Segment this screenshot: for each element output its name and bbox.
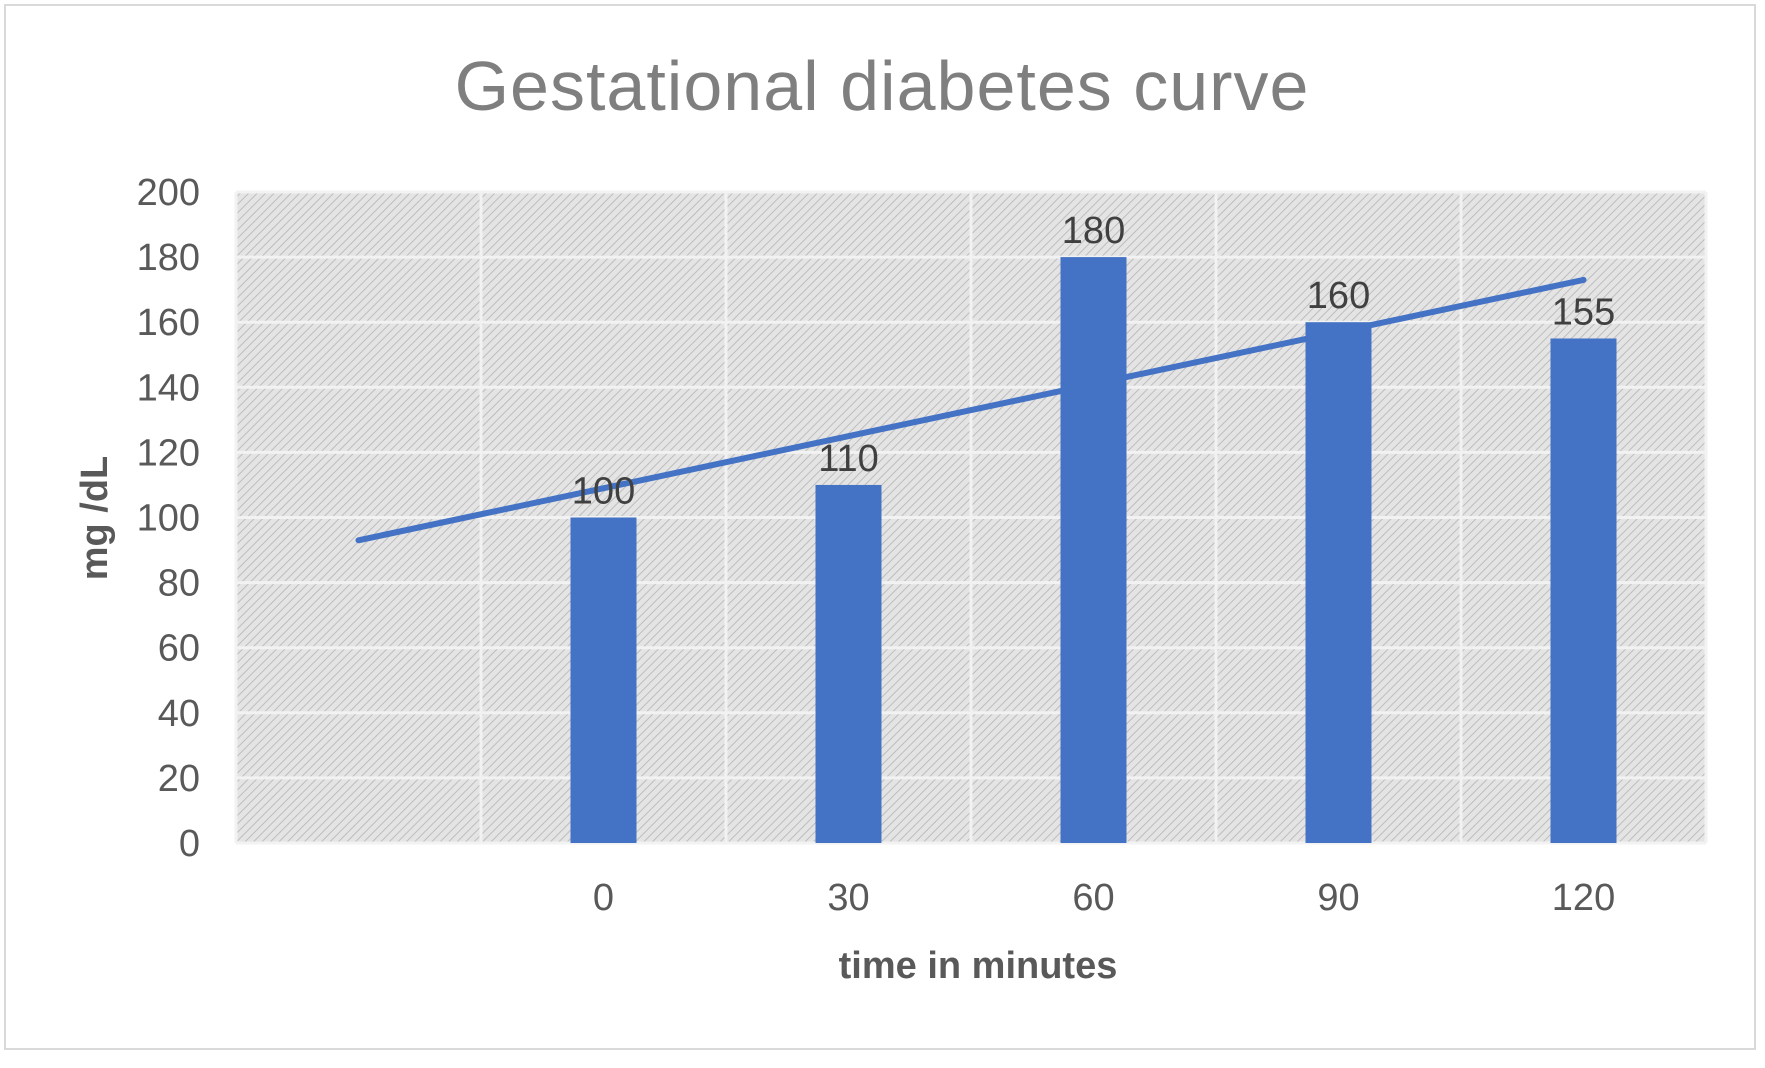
y-tick-label: 180: [137, 237, 200, 279]
y-axis-ticks: 0 20 40 60 80 100 120 140 160 180 200: [137, 172, 200, 865]
y-tick-label: 160: [137, 302, 200, 344]
bar: [815, 484, 882, 843]
y-tick-label: 80: [158, 563, 200, 605]
x-tick-label: 60: [1072, 877, 1114, 919]
trendline-layer: [355, 276, 1587, 544]
bars: [570, 257, 1617, 844]
x-axis-ticks: 0 30 60 90 120: [593, 877, 1615, 919]
y-axis-title: mg /dL: [74, 456, 116, 581]
y-tick-label: 140: [137, 367, 200, 409]
data-label: 155: [1552, 291, 1615, 333]
data-label: 160: [1307, 275, 1370, 317]
y-tick-label: 200: [137, 172, 200, 214]
x-tick-label: 0: [593, 877, 614, 919]
trendline: [355, 276, 1587, 544]
y-tick-label: 120: [137, 432, 200, 474]
data-label: 100: [572, 471, 635, 513]
x-tick-label: 90: [1317, 877, 1359, 919]
y-tick-label: 20: [158, 758, 200, 800]
bar: [1305, 322, 1372, 843]
bar: [1550, 338, 1617, 843]
y-tick-label: 100: [137, 498, 200, 540]
y-tick-label: 0: [179, 823, 200, 865]
y-tick-label: 40: [158, 693, 200, 735]
bar: [570, 517, 637, 843]
x-tick-label: 120: [1552, 877, 1615, 919]
data-labels: 100 110 180 160 155: [572, 210, 1615, 512]
y-tick-label: 60: [158, 628, 200, 670]
gridlines: [234, 190, 1708, 845]
x-axis-title: time in minutes: [839, 945, 1118, 987]
data-label: 180: [1062, 210, 1125, 252]
data-label: 110: [818, 438, 879, 480]
bar: [1060, 257, 1127, 844]
x-tick-label: 30: [827, 877, 869, 919]
chart-title: Gestational diabetes curve: [455, 47, 1310, 125]
